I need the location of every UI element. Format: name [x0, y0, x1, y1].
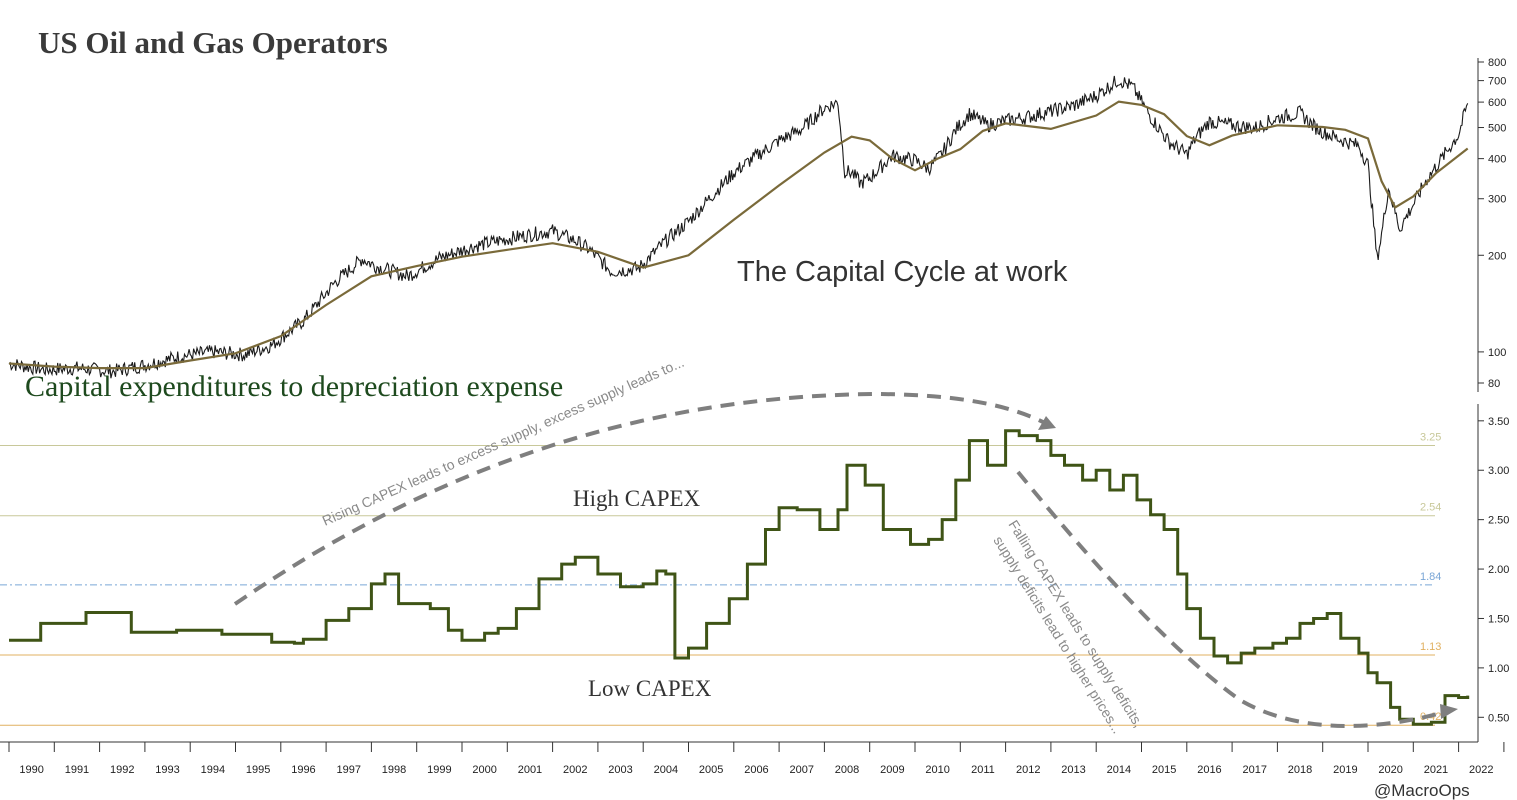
top-y-tick-label: 500 — [1488, 123, 1506, 135]
reference-line-label: 1.84 — [1420, 571, 1441, 583]
top-y-tick-label: 80 — [1488, 378, 1500, 390]
top-y-tick-label: 800 — [1488, 57, 1506, 69]
reference-lines: 3.252.541.841.130.42 — [0, 432, 1441, 726]
moving-average-line — [8, 100, 1469, 370]
capex-ratio-step-line — [9, 429, 1470, 726]
x-tick-label: 1992 — [110, 764, 134, 776]
falling-capex-text-1: Falling CAPEX leads to supply deficits, — [1005, 517, 1146, 730]
x-tick-label: 2015 — [1152, 764, 1176, 776]
bottom-y-tick-label: 1.00 — [1488, 663, 1509, 675]
x-tick-label: 2017 — [1243, 764, 1267, 776]
top-y-tick-label: 600 — [1488, 97, 1506, 109]
x-tick-label: 1997 — [337, 764, 361, 776]
falling-capex-text-2: supply deficits lead to higher prices... — [990, 533, 1125, 736]
bottom-y-tick-label: 3.00 — [1488, 465, 1509, 477]
x-tick-label: 2014 — [1107, 764, 1131, 776]
bottom-y-tick-label: 0.50 — [1488, 712, 1509, 724]
x-tick-label: 2000 — [472, 764, 496, 776]
x-tick-label: 2009 — [880, 764, 904, 776]
x-tick-label: 2013 — [1061, 764, 1085, 776]
price-series-line — [8, 75, 1469, 379]
bottom-y-ticks: 0.50 1.00 1.50 2.00 2.50 3.00 3.50 — [1478, 416, 1509, 724]
x-tick-label: 2012 — [1016, 764, 1040, 776]
x-tick-label: 2019 — [1333, 764, 1357, 776]
bottom-chart-title: Capital expenditures to depreciation exp… — [25, 370, 563, 403]
x-axis-years: 1990 1991 1992 1993 1994 1995 1996 1997 1998 1999… — [8, 742, 1505, 776]
bottom-y-tick-label: 1.50 — [1488, 613, 1509, 625]
x-tick-label: 2016 — [1197, 764, 1221, 776]
falling-capex-arrow — [1016, 470, 1446, 728]
x-tick-label: 2022 — [1469, 764, 1493, 776]
x-tick-label: 2006 — [744, 764, 768, 776]
x-tick-label: 2005 — [699, 764, 723, 776]
capital-cycle-annotation: The Capital Cycle at work — [737, 256, 1068, 288]
x-tick-label: 1994 — [201, 764, 225, 776]
low-capex-label: Low CAPEX — [588, 676, 712, 701]
x-tick-label: 2021 — [1424, 764, 1448, 776]
x-tick-label: 1995 — [246, 764, 270, 776]
falling-arrow-head — [1440, 704, 1458, 719]
x-tick-label: 1999 — [427, 764, 451, 776]
x-tick-label: 2008 — [835, 764, 859, 776]
x-tick-label: 2003 — [608, 764, 632, 776]
x-tick-label: 1990 — [19, 764, 43, 776]
credit-label: @MacroOps — [1374, 781, 1470, 800]
x-tick-label: 1991 — [65, 764, 89, 776]
reference-line-label: 2.54 — [1420, 502, 1441, 514]
top-y-tick-label: 400 — [1488, 154, 1506, 166]
rising-arrow-head — [1038, 416, 1056, 430]
x-tick-label: 2020 — [1378, 764, 1402, 776]
reference-line-label: 3.25 — [1420, 432, 1441, 444]
bottom-y-tick-label: 2.50 — [1488, 515, 1509, 527]
top-y-ticks: 80 100 200 300 400 500 600 700 800 — [1478, 57, 1506, 390]
x-tick-label: 2001 — [518, 764, 542, 776]
x-tick-label: 2002 — [563, 764, 587, 776]
x-tick-label: 1993 — [155, 764, 179, 776]
bottom-y-tick-label: 3.50 — [1488, 416, 1509, 428]
top-chart-title: US Oil and Gas Operators — [38, 25, 388, 60]
top-y-tick-label: 700 — [1488, 76, 1506, 88]
x-tick-label: 1998 — [382, 764, 406, 776]
reference-line-label: 1.13 — [1420, 641, 1441, 653]
top-y-tick-label: 100 — [1488, 347, 1506, 359]
top-y-tick-label: 300 — [1488, 194, 1506, 206]
x-tick-label: 2010 — [925, 764, 949, 776]
x-tick-label: 2018 — [1288, 764, 1312, 776]
rising-capex-arrow — [233, 391, 1048, 606]
top-y-tick-label: 200 — [1488, 250, 1506, 262]
bottom-y-tick-label: 2.00 — [1488, 564, 1509, 576]
x-tick-label: 1996 — [291, 764, 315, 776]
x-tick-label: 2011 — [971, 764, 995, 776]
x-tick-label: 2007 — [790, 764, 814, 776]
x-tick-label: 2004 — [654, 764, 678, 776]
high-capex-label: High CAPEX — [573, 486, 701, 511]
